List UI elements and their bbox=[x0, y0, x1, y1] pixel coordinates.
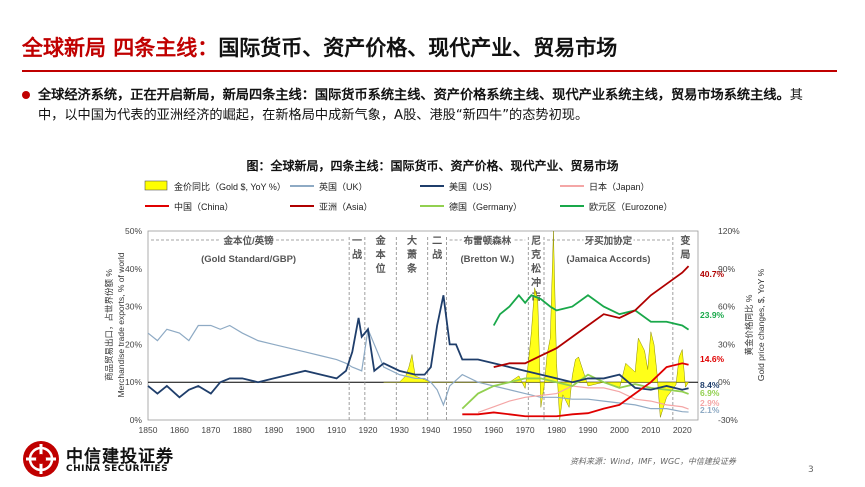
y-tick-left: 20% bbox=[125, 339, 142, 349]
era-label-vertical: 局 bbox=[679, 249, 690, 261]
x-tick: 1960 bbox=[484, 425, 503, 435]
legend-label-asia: 亚洲（Asia） bbox=[319, 202, 373, 212]
era-label-cn: 金本位/英镑 bbox=[223, 235, 275, 247]
x-tick: 1870 bbox=[201, 425, 220, 435]
figure-title: 图：全球新局，四条主线：国际货币、资产价格、现代产业、贸易市场 bbox=[246, 159, 619, 173]
y-tick-right: 30% bbox=[718, 339, 735, 349]
legend-label-gold: 金价同比（Gold $, YoY %） bbox=[174, 181, 286, 192]
era-label-vertical: 本 bbox=[376, 248, 387, 261]
era-label-vertical: 条 bbox=[406, 262, 418, 275]
x-tick: 1930 bbox=[390, 425, 409, 435]
era-label-en: (Jamaica Accords) bbox=[566, 254, 650, 265]
legend-label-uk: 英国（UK） bbox=[319, 181, 368, 192]
y-tick-right: -30% bbox=[718, 415, 738, 425]
era-label-vertical: 大 bbox=[407, 234, 417, 247]
x-tick: 2010 bbox=[641, 425, 660, 435]
y-tick-right: 90% bbox=[718, 264, 735, 274]
end-label-japan: 2.9% bbox=[700, 398, 720, 408]
y-tick-left: 50% bbox=[125, 226, 142, 236]
era-label-vertical: 战 bbox=[432, 248, 442, 261]
page-title: 全球新局 四条主线：国际货币、资产价格、现代产业、贸易市场 bbox=[22, 32, 617, 62]
y-tick-left: 30% bbox=[125, 302, 142, 312]
y-tick-left: 10% bbox=[125, 377, 142, 387]
bullet-normal-text: 其中，以中国为代表的亚洲经济的崛起，在新格局中成新气象，A股、港股“新四牛”的态… bbox=[38, 88, 803, 123]
end-label-eurozone: 23.9% bbox=[700, 310, 725, 320]
x-tick: 2020 bbox=[673, 425, 692, 435]
series-line-us bbox=[147, 295, 689, 399]
series-line-japan bbox=[477, 385, 689, 414]
title-highlight: 全球新局 四条主线： bbox=[22, 36, 219, 60]
y-axis-title-right: 黄金价格同比 % bbox=[744, 294, 754, 355]
bullet-bold-text: 全球经济系统，正在开启新局，新局四条主线：国际货币系统主线、资产价格系统主线、现… bbox=[38, 88, 790, 103]
x-tick: 1950 bbox=[453, 425, 472, 435]
page-number: 3 bbox=[808, 465, 814, 475]
era-label-vertical: 位 bbox=[376, 262, 386, 275]
bullet-paragraph: 全球经济系统，正在开启新局，新局四条主线：国际货币系统主线、资产价格系统主线、现… bbox=[38, 86, 808, 126]
x-tick: 1900 bbox=[296, 425, 315, 435]
legend-label-us: 美国（US） bbox=[449, 181, 498, 192]
y-tick-right: 120% bbox=[718, 226, 740, 236]
logo-text-cn: 中信建投证券 bbox=[66, 447, 174, 467]
era-label-vertical: 萧 bbox=[407, 248, 417, 261]
series-gold-area bbox=[383, 230, 690, 421]
series-line-uk bbox=[147, 324, 689, 413]
era-label-cn: 布雷顿森林 bbox=[463, 235, 512, 247]
y-tick-left: 0% bbox=[130, 415, 143, 425]
title-rest: 国际货币、资产价格、现代产业、贸易市场 bbox=[218, 36, 618, 60]
plot-frame bbox=[147, 230, 699, 421]
legend-swatch-gold bbox=[144, 180, 168, 191]
x-tick: 1910 bbox=[327, 425, 346, 435]
era-label-vertical: 尼 bbox=[531, 235, 541, 247]
x-tick: 1980 bbox=[547, 425, 566, 435]
era-label-vertical: 克 bbox=[531, 248, 541, 261]
bullet-dot bbox=[22, 91, 30, 99]
end-label-germany: 6.9% bbox=[700, 388, 720, 398]
title-underline bbox=[22, 70, 837, 72]
end-label-uk: 2.1% bbox=[700, 405, 720, 415]
source-note: 资料来源：Wind，IMF，WGC，中信建投证券 bbox=[570, 457, 736, 466]
legend-label-japan: 日本（Japan） bbox=[589, 181, 650, 192]
x-tick: 1970 bbox=[516, 425, 535, 435]
era-label-vertical: 松 bbox=[531, 262, 541, 275]
era-label-vertical: 冲 bbox=[531, 276, 541, 289]
y-tick-right: 0% bbox=[718, 377, 731, 387]
end-label-us: 8.4% bbox=[700, 380, 720, 390]
y-axis-title-right-en: Gold price changes, $, YoY % bbox=[756, 268, 766, 381]
y-axis-title-left: 商品贸易出口，占世界份额 % bbox=[104, 269, 114, 381]
era-label-vertical: 金 bbox=[375, 234, 387, 247]
china-securities-logo-icon bbox=[23, 441, 59, 477]
series-line-china bbox=[462, 362, 689, 418]
legend-label-china: 中国（China） bbox=[174, 201, 234, 212]
x-tick: 1990 bbox=[579, 425, 598, 435]
era-label-vertical: 一 bbox=[352, 236, 362, 247]
y-tick-left: 40% bbox=[125, 264, 142, 274]
x-tick: 1880 bbox=[233, 425, 252, 435]
series-line-asia bbox=[493, 265, 690, 368]
legend-label-eurozone: 欧元区（Eurozone） bbox=[589, 201, 673, 212]
era-label-vertical: 战 bbox=[352, 248, 362, 261]
era-label-en: (Bretton W.) bbox=[461, 254, 515, 265]
x-tick: 1890 bbox=[264, 425, 283, 435]
era-label-cn: 牙买加协定 bbox=[585, 235, 633, 247]
era-label-vertical: 二 bbox=[432, 235, 442, 247]
series-line-eurozone bbox=[492, 293, 690, 331]
x-tick: 1860 bbox=[170, 425, 189, 435]
y-tick-right: 60% bbox=[718, 302, 735, 312]
logo-text-en: CHINA SECURITIES bbox=[66, 464, 169, 474]
x-tick: 1940 bbox=[421, 425, 440, 435]
era-label-en: (Gold Standard/GBP) bbox=[201, 254, 296, 265]
end-label-asia: 40.7% bbox=[700, 269, 725, 279]
x-tick: 2000 bbox=[610, 425, 629, 435]
x-tick: 1850 bbox=[139, 425, 158, 435]
end-label-china: 14.6% bbox=[700, 354, 725, 364]
y-axis-title-left-en: Merchandise trade exports, % of world bbox=[116, 252, 126, 397]
era-label-vertical: 变 bbox=[680, 234, 690, 247]
x-tick: 1920 bbox=[359, 425, 378, 435]
legend-label-germany: 德国（Germany） bbox=[449, 201, 522, 212]
